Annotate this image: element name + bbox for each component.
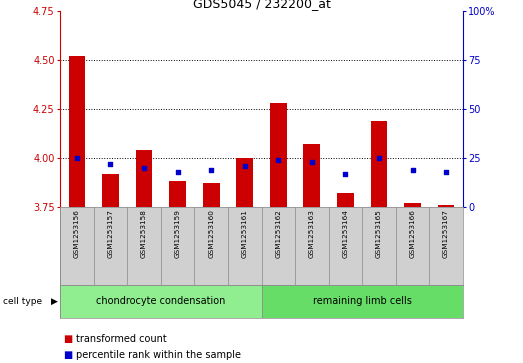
Bar [371, 121, 388, 207]
Point [174, 169, 182, 175]
Text: ▶: ▶ [51, 297, 58, 306]
Point [106, 161, 115, 167]
Point [241, 163, 249, 169]
Title: GDS5045 / 232200_at: GDS5045 / 232200_at [192, 0, 331, 10]
Text: GSM1253166: GSM1253166 [410, 209, 415, 258]
Text: percentile rank within the sample: percentile rank within the sample [76, 350, 241, 360]
Bar [236, 158, 253, 207]
Text: ■: ■ [63, 350, 72, 360]
Point [207, 167, 215, 172]
Text: GSM1253164: GSM1253164 [343, 209, 348, 258]
Text: cell type: cell type [3, 297, 42, 306]
Text: GSM1253167: GSM1253167 [443, 209, 449, 258]
Text: GSM1253157: GSM1253157 [108, 209, 113, 258]
Bar [69, 56, 85, 207]
Text: GSM1253162: GSM1253162 [275, 209, 281, 258]
Text: GSM1253160: GSM1253160 [208, 209, 214, 258]
Point [140, 165, 148, 171]
Bar [135, 150, 152, 207]
Bar [60, 285, 262, 318]
Text: GSM1253159: GSM1253159 [175, 209, 180, 258]
Bar [169, 182, 186, 207]
Text: chondrocyte condensation: chondrocyte condensation [96, 296, 225, 306]
Point [73, 155, 81, 161]
Bar [102, 174, 119, 207]
Bar [303, 144, 320, 207]
Text: ■: ■ [63, 334, 72, 344]
Point [408, 167, 417, 172]
Bar [404, 203, 421, 207]
Bar [203, 183, 220, 207]
Bar [262, 285, 463, 318]
Bar [337, 193, 354, 207]
Text: GSM1253158: GSM1253158 [141, 209, 147, 258]
Point [308, 159, 316, 165]
Text: GSM1253165: GSM1253165 [376, 209, 382, 258]
Text: GSM1253163: GSM1253163 [309, 209, 315, 258]
Point [274, 157, 282, 163]
Bar [270, 103, 287, 207]
Point [375, 155, 383, 161]
Point [442, 169, 450, 175]
Point [341, 171, 349, 176]
Text: remaining limb cells: remaining limb cells [313, 296, 412, 306]
Text: transformed count: transformed count [76, 334, 167, 344]
Bar [438, 205, 454, 207]
Text: GSM1253156: GSM1253156 [74, 209, 80, 258]
Text: GSM1253161: GSM1253161 [242, 209, 248, 258]
